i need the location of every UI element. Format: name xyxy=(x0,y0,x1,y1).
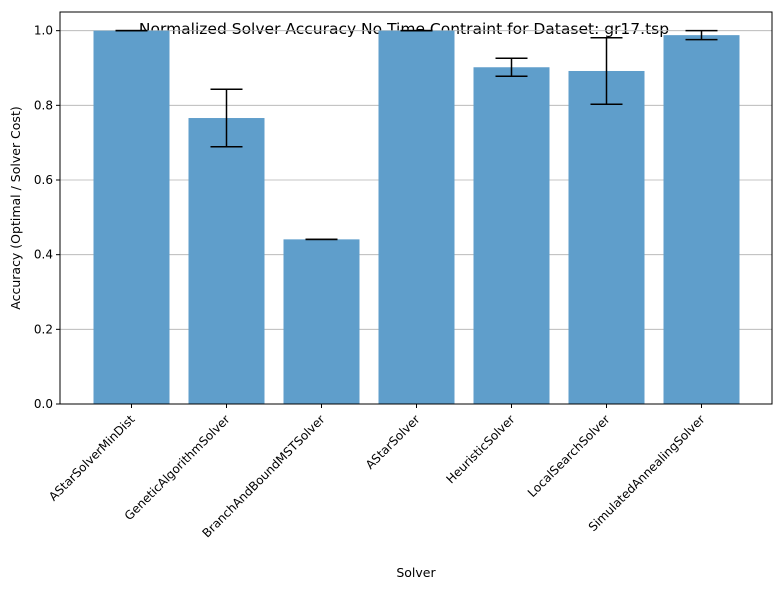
x-tick-label: AStarSolverMinDist xyxy=(46,412,138,504)
bar xyxy=(188,118,265,404)
x-tick-label: GeneticAlgorithmSolver xyxy=(122,412,233,523)
y-tick-label: 0.8 xyxy=(34,98,53,112)
x-tick-label: AStarSolver xyxy=(363,412,423,472)
bar xyxy=(663,35,740,404)
bar xyxy=(568,70,645,404)
bar xyxy=(93,30,170,405)
bars xyxy=(93,30,740,405)
bar xyxy=(378,30,455,405)
chart-title: Normalized Solver Accuracy No Time Contr… xyxy=(139,20,669,38)
x-tick-label: HeuristicSolver xyxy=(443,412,517,486)
y-tick-label: 0.4 xyxy=(34,248,53,262)
bar xyxy=(473,67,550,405)
x-axis-label: Solver xyxy=(396,565,436,580)
error-bars xyxy=(115,29,718,241)
y-tick-label: 0.6 xyxy=(34,173,53,187)
y-axis-label: Accuracy (Optimal / Solver Cost) xyxy=(8,106,23,309)
x-tick-label: LocalSearchSolver xyxy=(525,412,613,500)
y-tick-label: 0.0 xyxy=(34,397,53,411)
bar xyxy=(283,239,360,404)
y-tick-label: 0.2 xyxy=(34,322,53,336)
x-axis-ticks: AStarSolverMinDistGeneticAlgorithmSolver… xyxy=(46,404,708,540)
y-tick-label: 1.0 xyxy=(34,24,53,38)
y-axis-ticks: 0.0 0.2 0.4 0.6 0.8 1.0 xyxy=(34,24,60,411)
